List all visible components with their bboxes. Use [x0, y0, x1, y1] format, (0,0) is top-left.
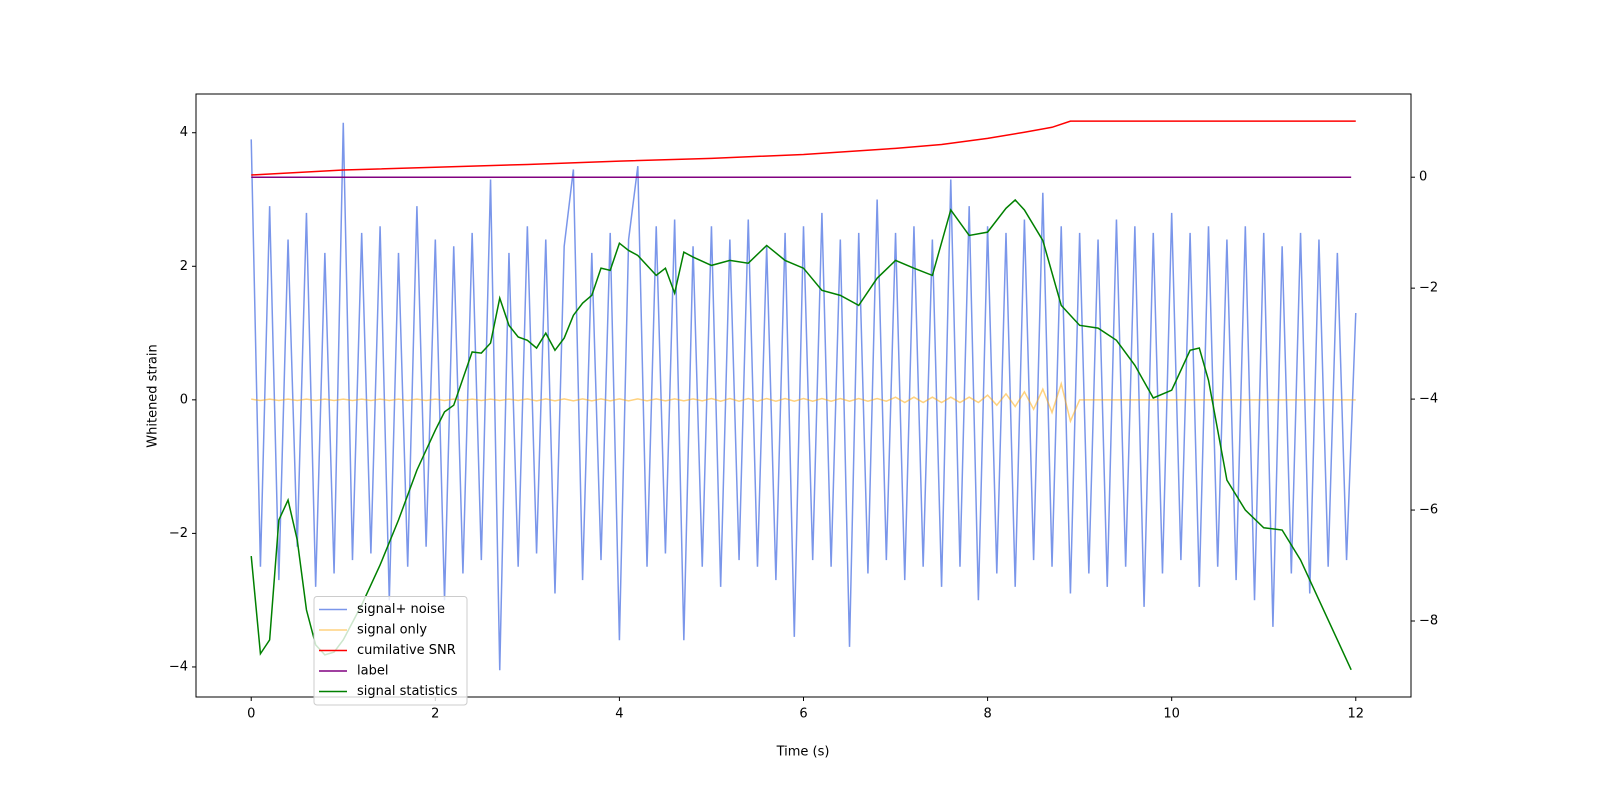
y-tick-label: −2 — [169, 526, 188, 541]
y2-tick-label: 0 — [1419, 170, 1427, 185]
y-tick-label: −4 — [169, 659, 188, 674]
x-tick-label: 8 — [983, 707, 991, 722]
y-tick-label: 0 — [180, 392, 188, 407]
legend-label: cumilative SNR — [357, 643, 456, 658]
legend-label: signal statistics — [357, 684, 458, 699]
y2-tick-label: −2 — [1419, 281, 1438, 296]
x-tick-label: 12 — [1347, 707, 1364, 722]
x-tick-label: 2 — [431, 707, 439, 722]
y-tick-label: 4 — [180, 125, 188, 140]
y2-tick-label: −6 — [1419, 503, 1438, 518]
legend-label: signal only — [357, 623, 427, 638]
legend-box — [313, 596, 468, 706]
y2-tick-label: −8 — [1419, 614, 1438, 629]
x-axis-label: Time (s) — [776, 745, 830, 760]
x-tick-label: 6 — [799, 707, 807, 722]
series-line — [250, 198, 1352, 671]
legend-label: label — [357, 664, 388, 679]
series-line — [251, 381, 1356, 424]
legend-label: signal+ noise — [357, 602, 445, 617]
series-line — [251, 120, 1356, 176]
x-tick-label: 10 — [1163, 707, 1180, 722]
y2-tick-label: −4 — [1419, 392, 1438, 407]
y-axis-label: Whitened strain — [146, 344, 161, 447]
y-tick-label: 2 — [180, 259, 188, 274]
x-tick-label: 0 — [247, 707, 255, 722]
series-line — [250, 122, 1357, 671]
x-tick-label: 4 — [615, 707, 623, 722]
